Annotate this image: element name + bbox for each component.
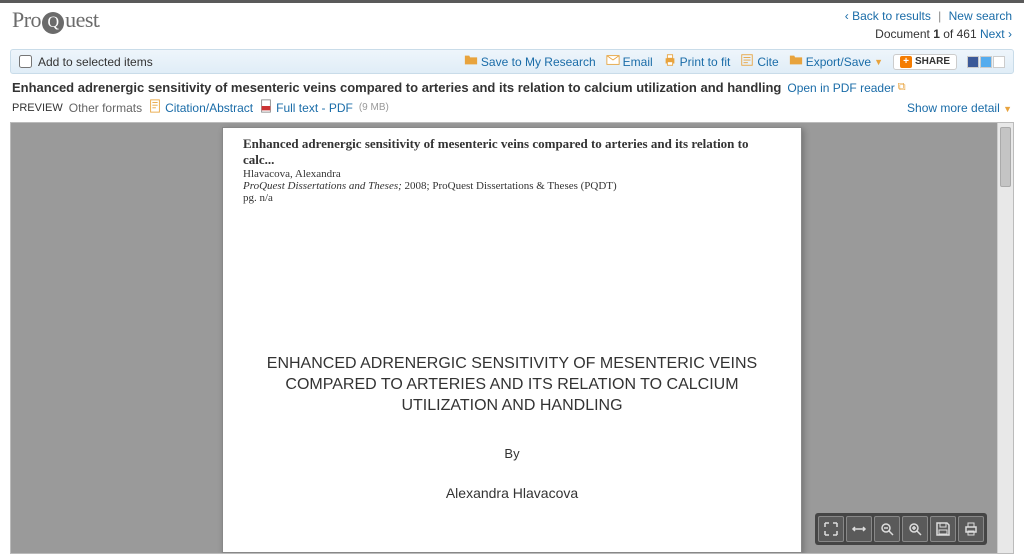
show-more-label: Show more detail — [907, 101, 1000, 115]
cite-icon — [740, 53, 754, 70]
top-nav: ‹ Back to results | New search Document … — [845, 7, 1012, 43]
save-pdf-button[interactable] — [930, 516, 956, 542]
open-pdf-label: Open in PDF reader — [787, 81, 894, 95]
brand-logo[interactable]: ProQuest. — [12, 7, 101, 34]
print-label: Print to fit — [680, 55, 731, 69]
external-link-icon: ⧉ — [898, 81, 906, 94]
fit-width-button[interactable] — [846, 516, 872, 542]
pdf-icon — [259, 99, 273, 116]
by-label: By — [243, 446, 781, 461]
document-position: Document 1 of 461 Next › — [845, 25, 1012, 43]
share-label: SHARE — [915, 56, 950, 67]
back-label: Back to results — [852, 9, 931, 23]
page-header-pagenum: pg. n/a — [243, 192, 781, 204]
folder-icon — [464, 53, 478, 70]
cite-label: Cite — [757, 55, 778, 69]
action-toolbar: Add to selected items Save to My Researc… — [10, 49, 1014, 74]
pdf-page: Enhanced adrenergic sensitivity of mesen… — [222, 127, 802, 553]
open-pdf-link[interactable]: Open in PDF reader ⧉ — [787, 81, 905, 95]
chevron-down-icon: ▼ — [874, 57, 883, 67]
email-label: Email — [623, 55, 653, 69]
email-button[interactable]: Email — [606, 53, 653, 70]
header-bar: ProQuest. ‹ Back to results | New search… — [0, 3, 1024, 45]
dissertation-title: ENHANCED ADRENERGIC SENSITIVITY OF MESEN… — [243, 354, 781, 416]
fullscreen-button[interactable] — [818, 516, 844, 542]
logo-text: ProQuest. — [12, 7, 101, 34]
document-icon — [148, 99, 162, 116]
file-size: (9 MB) — [359, 102, 389, 113]
export-button[interactable]: Export/Save ▼ — [789, 53, 883, 70]
citation-link-label: Citation/Abstract — [165, 101, 253, 115]
show-more-detail-link[interactable]: Show more detail ▼ — [907, 101, 1012, 115]
zoom-out-button[interactable] — [874, 516, 900, 542]
other-formats-label: Other formats — [69, 101, 142, 115]
viewer-scrollbar[interactable] — [997, 123, 1013, 553]
fulltext-link-label: Full text - PDF — [276, 101, 353, 115]
separator: | — [938, 9, 941, 23]
email-share-icon[interactable] — [993, 56, 1005, 68]
chevron-down-icon: ▼ — [1003, 104, 1012, 114]
page-header-source: ProQuest Dissertations and Theses; 2008;… — [243, 180, 781, 192]
print-pdf-button[interactable] — [958, 516, 984, 542]
facebook-icon[interactable] — [967, 56, 979, 68]
dissertation-author: Alexandra Hlavacova — [243, 485, 781, 501]
save-research-button[interactable]: Save to My Research — [464, 53, 596, 70]
back-to-results-link[interactable]: ‹ Back to results — [845, 9, 931, 23]
printer-icon — [663, 53, 677, 70]
pdf-control-bar — [815, 513, 987, 545]
document-title: Enhanced adrenergic sensitivity of mesen… — [12, 80, 781, 95]
envelope-icon — [606, 53, 620, 70]
scrollbar-thumb[interactable] — [1000, 127, 1011, 187]
add-selected-label: Add to selected items — [38, 55, 153, 69]
page-header-title: Enhanced adrenergic sensitivity of mesen… — [243, 136, 781, 168]
pdf-viewer-canvas[interactable]: Enhanced adrenergic sensitivity of mesen… — [11, 123, 1013, 553]
pdf-viewer-frame: Enhanced adrenergic sensitivity of mesen… — [10, 122, 1014, 554]
next-doc-link[interactable]: Next › — [980, 27, 1012, 41]
new-search-link[interactable]: New search — [949, 9, 1012, 23]
export-icon — [789, 53, 803, 70]
social-icons — [967, 56, 1005, 68]
save-research-label: Save to My Research — [481, 55, 596, 69]
export-label: Export/Save — [806, 55, 871, 69]
twitter-icon[interactable] — [980, 56, 992, 68]
citation-abstract-link[interactable]: Citation/Abstract — [148, 99, 253, 116]
share-button[interactable]: + SHARE — [893, 54, 957, 70]
preview-label: PREVIEW — [12, 102, 63, 114]
cite-button[interactable]: Cite — [740, 53, 778, 70]
print-button[interactable]: Print to fit — [663, 53, 731, 70]
document-title-row: Enhanced adrenergic sensitivity of mesen… — [0, 78, 1024, 97]
format-row: PREVIEW Other formats Citation/Abstract … — [0, 97, 1024, 122]
select-item-checkbox[interactable] — [19, 55, 32, 68]
zoom-in-button[interactable] — [902, 516, 928, 542]
page-header-author: Hlavacova, Alexandra — [243, 168, 781, 180]
fulltext-pdf-link[interactable]: Full text - PDF — [259, 99, 353, 116]
plus-icon: + — [900, 56, 912, 68]
